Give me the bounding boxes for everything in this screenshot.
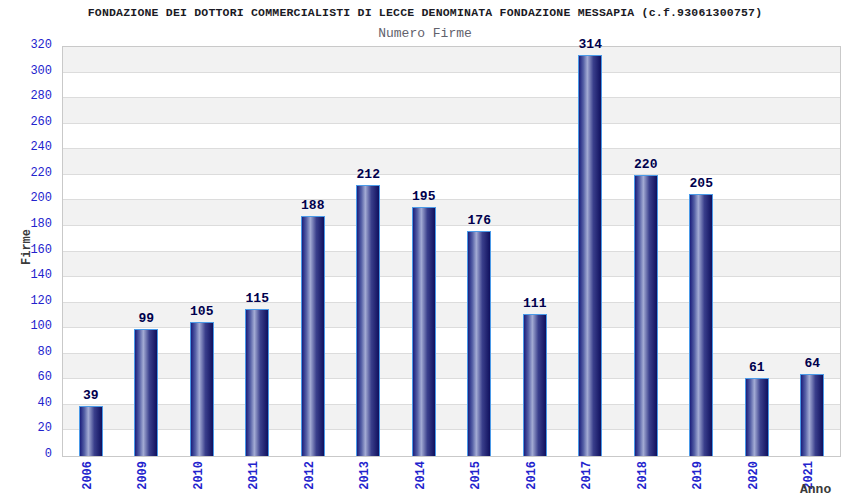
bar-2017 — [578, 55, 602, 456]
bar-value-label: 220 — [614, 157, 678, 172]
gridline — [63, 327, 840, 328]
x-tick-label-2009: 2009 — [136, 461, 150, 490]
x-tick-label-2018: 2018 — [636, 461, 650, 490]
x-tick-label-2015: 2015 — [469, 461, 483, 490]
plot-band — [63, 277, 840, 303]
plot-band — [63, 149, 840, 175]
bar-2013 — [356, 185, 380, 456]
bar-2014 — [412, 207, 436, 456]
y-tick-label: 320 — [0, 38, 52, 52]
bar-value-label: 39 — [59, 388, 123, 403]
bar-2006 — [79, 406, 103, 456]
y-tick-label: 200 — [0, 191, 52, 205]
bar-value-label: 105 — [170, 304, 234, 319]
gridline — [63, 276, 840, 277]
plot-band — [63, 226, 840, 252]
gridline — [63, 353, 840, 354]
chart-subtitle: Numero Firme — [0, 26, 850, 41]
x-tick-label-2013: 2013 — [358, 461, 372, 490]
y-tick-label: 0 — [0, 447, 52, 461]
bar-2019 — [689, 194, 713, 456]
bar-value-label: 64 — [780, 356, 844, 371]
gridline — [63, 72, 840, 73]
plot-band — [63, 252, 840, 278]
plot-band — [63, 379, 840, 405]
y-tick-label: 100 — [0, 319, 52, 333]
bar-value-label: 205 — [669, 176, 733, 191]
x-tick-label-2017: 2017 — [580, 461, 594, 490]
x-tick-label-2020: 2020 — [747, 461, 761, 490]
y-tick-label: 60 — [0, 370, 52, 384]
bar-2010 — [190, 322, 214, 456]
bar-2009 — [134, 329, 158, 456]
bar-value-label: 212 — [336, 167, 400, 182]
bar-value-label: 99 — [114, 311, 178, 326]
plot-band — [63, 328, 840, 354]
y-axis-title: Firme — [20, 229, 34, 265]
x-tick-label-2010: 2010 — [192, 461, 206, 490]
x-axis-title: Anno — [800, 482, 831, 497]
x-tick-label-2019: 2019 — [691, 461, 705, 490]
y-tick-label: 240 — [0, 140, 52, 154]
bar-2016 — [523, 314, 547, 456]
plot-band — [63, 124, 840, 150]
x-tick-label-2006: 2006 — [81, 461, 95, 490]
bar-value-label: 111 — [503, 296, 567, 311]
chart-title: FONDAZIONE DEI DOTTORI COMMERCIALISTI DI… — [0, 6, 850, 19]
gridline — [63, 123, 840, 124]
bar-value-label: 188 — [281, 198, 345, 213]
y-tick-label: 140 — [0, 268, 52, 282]
bar-chart: FONDAZIONE DEI DOTTORI COMMERCIALISTI DI… — [0, 0, 850, 500]
y-tick-label: 280 — [0, 89, 52, 103]
bar-value-label: 176 — [447, 213, 511, 228]
bar-2020 — [745, 378, 769, 456]
plot-band — [63, 405, 840, 431]
plot-band — [63, 430, 840, 456]
gridline — [63, 251, 840, 252]
x-tick-label-2014: 2014 — [414, 461, 428, 490]
gridline — [63, 302, 840, 303]
gridline — [63, 97, 840, 98]
y-tick-label: 300 — [0, 64, 52, 78]
bar-value-label: 61 — [725, 360, 789, 375]
gridline — [63, 174, 840, 175]
plot-band — [63, 354, 840, 380]
y-tick-label: 120 — [0, 294, 52, 308]
bar-2012 — [301, 216, 325, 456]
x-tick-label-2012: 2012 — [303, 461, 317, 490]
bar-value-label: 314 — [558, 37, 622, 52]
plot-band — [63, 73, 840, 99]
y-tick-label: 220 — [0, 166, 52, 180]
bar-2015 — [467, 231, 491, 456]
y-tick-label: 20 — [0, 421, 52, 435]
gridline — [63, 378, 840, 379]
plot-band — [63, 98, 840, 124]
y-tick-label: 80 — [0, 345, 52, 359]
gridline — [63, 404, 840, 405]
bar-2018 — [634, 175, 658, 456]
gridline — [63, 429, 840, 430]
bar-value-label: 115 — [225, 291, 289, 306]
plot-band — [63, 47, 840, 73]
x-tick-label-2011: 2011 — [247, 461, 261, 490]
x-tick-label-2016: 2016 — [525, 461, 539, 490]
y-tick-label: 260 — [0, 115, 52, 129]
bar-value-label: 195 — [392, 189, 456, 204]
bar-2011 — [245, 309, 269, 456]
gridline — [63, 148, 840, 149]
plot-area: 39991051151882121951761113142202056164 — [62, 46, 841, 457]
bar-2021 — [800, 374, 824, 456]
y-tick-label: 40 — [0, 396, 52, 410]
